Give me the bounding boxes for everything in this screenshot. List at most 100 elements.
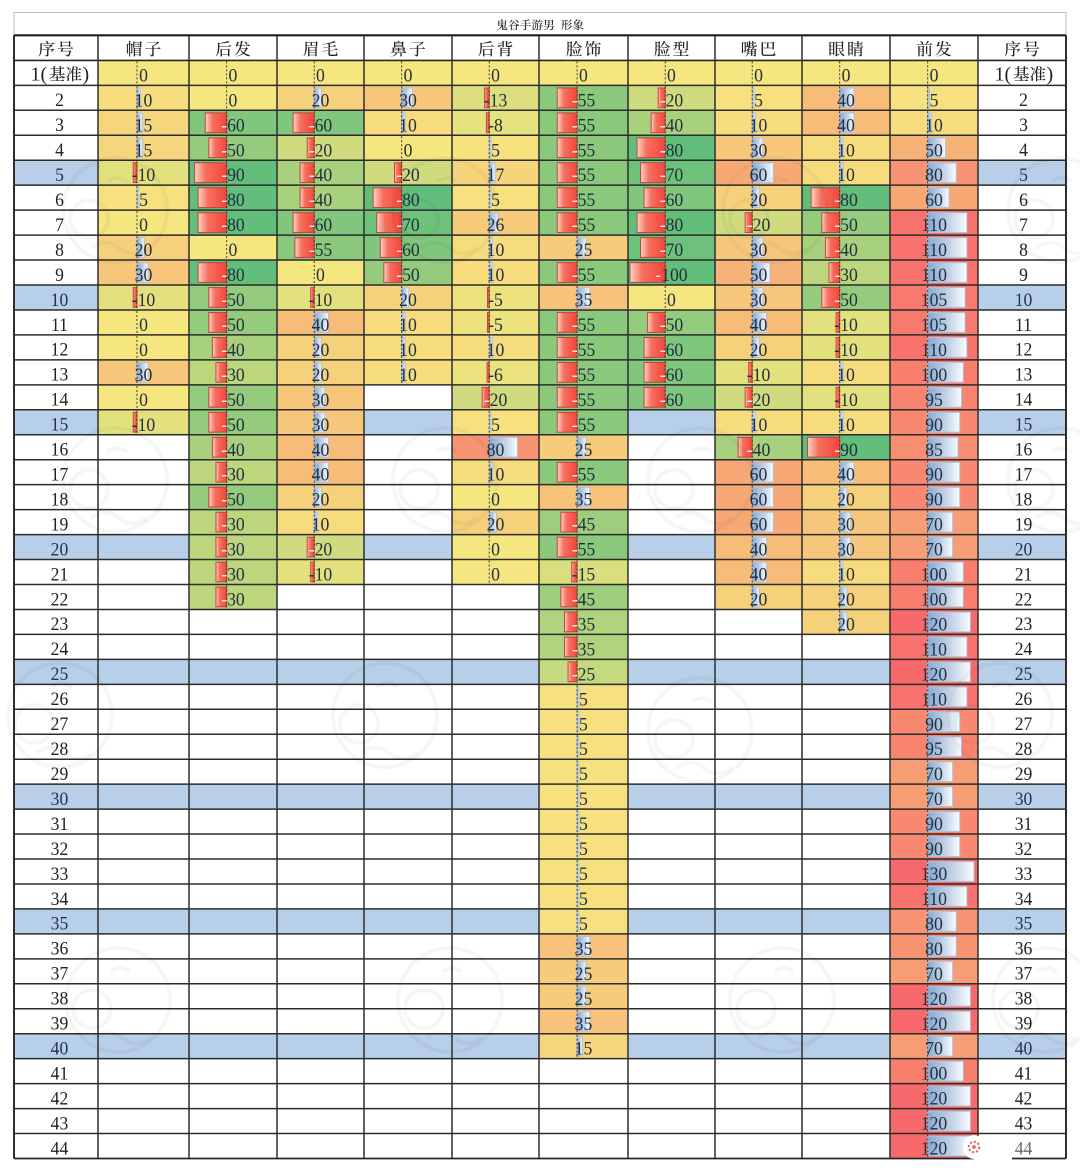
svg-text:20: 20 (837, 589, 855, 610)
svg-text:120: 120 (921, 1138, 947, 1159)
svg-text:19: 19 (51, 514, 69, 535)
svg-text:10: 10 (51, 289, 69, 310)
svg-text:-10: -10 (309, 289, 333, 310)
svg-text:-55: -55 (572, 539, 596, 560)
svg-text:14: 14 (51, 389, 69, 410)
svg-text:-50: -50 (221, 489, 245, 510)
svg-text:0: 0 (404, 140, 413, 161)
svg-text:80: 80 (487, 439, 505, 460)
svg-text:20: 20 (312, 339, 330, 360)
svg-text:130: 130 (921, 863, 947, 884)
svg-text:-10: -10 (309, 564, 333, 585)
svg-text:-10: -10 (132, 289, 156, 310)
svg-text:2: 2 (1019, 90, 1028, 111)
svg-text:12: 12 (51, 339, 69, 360)
svg-text:40: 40 (750, 564, 768, 585)
svg-text:-80: -80 (660, 140, 684, 161)
svg-text:-55: -55 (572, 464, 596, 485)
svg-text:21: 21 (51, 564, 69, 585)
svg-text:20: 20 (750, 190, 768, 211)
svg-text:-30: -30 (221, 364, 245, 385)
svg-text:20: 20 (837, 614, 855, 635)
svg-text:-80: -80 (221, 265, 245, 286)
svg-text:0: 0 (667, 65, 676, 86)
svg-text:40: 40 (837, 90, 855, 111)
svg-text:30: 30 (1015, 788, 1033, 809)
svg-text:100: 100 (921, 564, 947, 585)
svg-text:90: 90 (925, 714, 943, 735)
svg-text:25: 25 (575, 439, 593, 460)
svg-text:22: 22 (1015, 589, 1033, 610)
svg-text:3: 3 (55, 115, 64, 136)
svg-text:85: 85 (925, 439, 943, 460)
svg-text:-40: -40 (221, 439, 245, 460)
svg-text:10: 10 (837, 140, 855, 161)
svg-text:90: 90 (925, 489, 943, 510)
svg-text:-20: -20 (747, 389, 771, 410)
svg-text:-70: -70 (660, 240, 684, 261)
svg-text:80: 80 (925, 913, 943, 934)
svg-text:-10: -10 (747, 364, 771, 385)
svg-text:0: 0 (930, 65, 939, 86)
svg-text:70: 70 (925, 789, 943, 810)
svg-text:40: 40 (750, 314, 768, 335)
svg-text:90: 90 (925, 414, 943, 435)
svg-text:-60: -60 (660, 190, 684, 211)
svg-text:-40: -40 (660, 115, 684, 136)
svg-text:8: 8 (55, 239, 64, 260)
svg-text:16: 16 (1015, 439, 1033, 460)
svg-text:30: 30 (750, 140, 768, 161)
svg-text:-40: -40 (747, 439, 771, 460)
svg-text:34: 34 (1015, 888, 1033, 909)
svg-text:5: 5 (1019, 165, 1028, 186)
svg-text:10: 10 (750, 414, 768, 435)
svg-text:-90: -90 (834, 439, 858, 460)
svg-text:42: 42 (51, 1088, 69, 1109)
svg-text:21: 21 (1015, 564, 1033, 585)
svg-text:100: 100 (921, 1063, 947, 1084)
svg-text:100: 100 (921, 589, 947, 610)
svg-text:10: 10 (487, 265, 505, 286)
svg-text:36: 36 (1015, 938, 1033, 959)
svg-text:25: 25 (51, 664, 69, 685)
svg-text:10: 10 (399, 314, 417, 335)
svg-text:5: 5 (491, 140, 500, 161)
svg-text:-55: -55 (572, 265, 596, 286)
svg-text:30: 30 (135, 364, 153, 385)
svg-text:5: 5 (754, 90, 763, 111)
svg-text:20: 20 (312, 90, 330, 111)
svg-text:10: 10 (750, 115, 768, 136)
svg-text:30: 30 (837, 514, 855, 535)
svg-text:40: 40 (312, 464, 330, 485)
svg-text:24: 24 (51, 639, 69, 660)
svg-text:35: 35 (575, 938, 593, 959)
svg-text:20: 20 (399, 289, 417, 310)
svg-text:-55: -55 (572, 414, 596, 435)
svg-text:-30: -30 (221, 539, 245, 560)
svg-text:20: 20 (312, 489, 330, 510)
svg-text:17: 17 (51, 464, 69, 485)
svg-text:0: 0 (404, 65, 413, 86)
svg-text:15: 15 (575, 1038, 593, 1059)
svg-text:25: 25 (575, 988, 593, 1009)
svg-text:110: 110 (921, 639, 947, 660)
svg-text:35: 35 (51, 913, 69, 934)
svg-text:30: 30 (312, 389, 330, 410)
svg-text:110: 110 (921, 888, 947, 909)
svg-text:5: 5 (579, 839, 588, 860)
svg-text:20: 20 (312, 364, 330, 385)
svg-text:38: 38 (51, 988, 69, 1009)
svg-text:29: 29 (51, 764, 69, 785)
svg-text:-20: -20 (309, 140, 333, 161)
svg-text:0: 0 (316, 65, 325, 86)
svg-text:-50: -50 (834, 215, 858, 236)
svg-text:10: 10 (399, 364, 417, 385)
svg-text:10: 10 (487, 464, 505, 485)
svg-text:-30: -30 (221, 464, 245, 485)
svg-text:-100: -100 (655, 265, 687, 286)
svg-text:90: 90 (925, 814, 943, 835)
svg-text:30: 30 (750, 289, 768, 310)
svg-text:-80: -80 (396, 190, 420, 211)
svg-text:18: 18 (1015, 489, 1033, 510)
svg-text:90: 90 (925, 464, 943, 485)
